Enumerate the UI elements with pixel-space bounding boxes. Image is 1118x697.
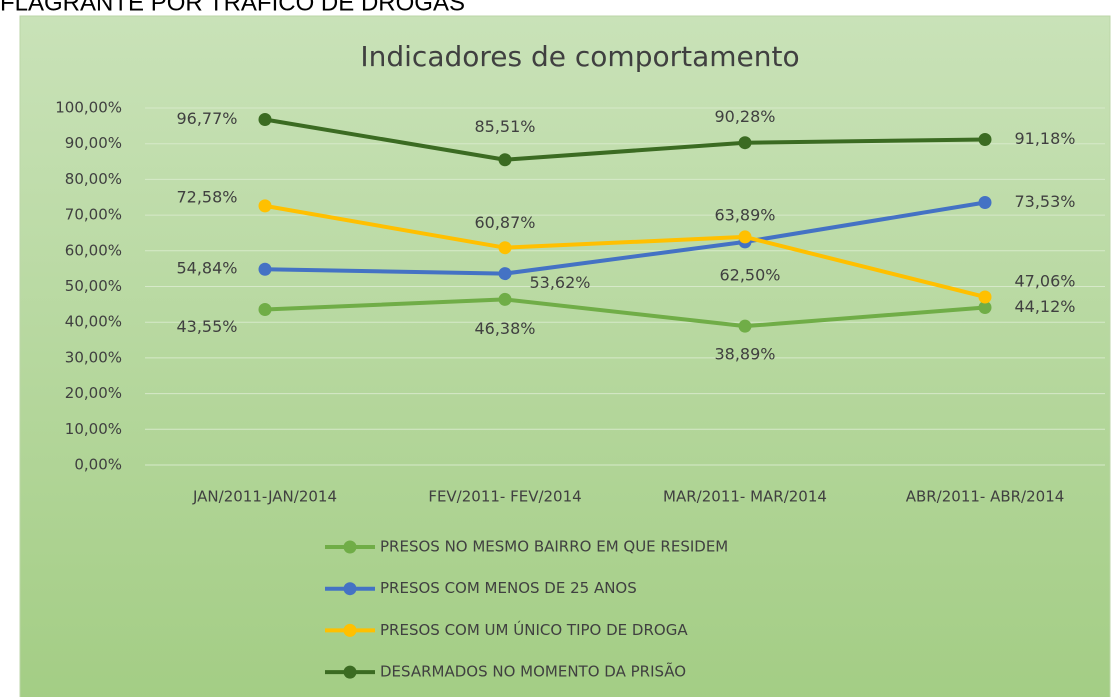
point bbox=[258, 262, 272, 276]
data-label: 85,51% bbox=[474, 117, 535, 136]
data-label: 47,06% bbox=[1014, 271, 1075, 290]
chart-title: Indicadores de comportamento bbox=[360, 40, 799, 73]
series-line bbox=[264, 117, 986, 162]
y-tick-label: 40,00% bbox=[65, 313, 122, 331]
legend-label: DESARMADOS NO MOMENTO DA PRISÃO bbox=[380, 662, 686, 681]
series-line bbox=[264, 200, 986, 276]
point bbox=[978, 195, 992, 209]
data-label: 96,77% bbox=[176, 109, 237, 128]
point bbox=[978, 290, 992, 304]
x-tick-label: ABR/2011- ABR/2014 bbox=[906, 488, 1065, 506]
point bbox=[738, 230, 752, 244]
data-label: 38,89% bbox=[714, 345, 775, 364]
data-label: 73,53% bbox=[1014, 192, 1075, 211]
point bbox=[258, 303, 272, 317]
point bbox=[258, 199, 272, 213]
data-label: 62,50% bbox=[719, 265, 780, 284]
chart-panel bbox=[19, 15, 1111, 697]
point bbox=[258, 113, 272, 127]
data-label: 46,38% bbox=[474, 319, 535, 338]
y-tick-label: 100,00% bbox=[55, 99, 122, 117]
series-line bbox=[264, 297, 986, 329]
point bbox=[498, 267, 512, 281]
legend-label: PRESOS COM MENOS DE 25 ANOS bbox=[380, 579, 637, 597]
data-label: 44,12% bbox=[1014, 297, 1075, 316]
legend-label: PRESOS NO MESMO BAIRRO EM QUE RESIDEM bbox=[380, 538, 728, 556]
legend-marker bbox=[343, 540, 357, 554]
series-line bbox=[264, 203, 986, 299]
y-tick-label: 50,00% bbox=[65, 277, 122, 295]
data-label: 53,62% bbox=[529, 273, 590, 292]
x-tick-label: JAN/2011-JAN/2014 bbox=[192, 488, 337, 506]
data-label: 72,58% bbox=[176, 187, 237, 206]
point bbox=[498, 292, 512, 306]
legend-marker bbox=[343, 582, 357, 596]
point bbox=[738, 136, 752, 150]
legend-label: PRESOS COM UM ÚNICO TIPO DE DROGA bbox=[380, 620, 688, 639]
y-tick-label: 10,00% bbox=[65, 420, 122, 438]
point bbox=[978, 300, 992, 314]
y-tick-label: 70,00% bbox=[65, 206, 122, 224]
y-tick-label: 0,00% bbox=[74, 456, 122, 474]
x-tick-label: FEV/2011- FEV/2014 bbox=[428, 488, 581, 506]
data-label: 60,87% bbox=[474, 213, 535, 232]
point bbox=[498, 241, 512, 255]
legend-marker bbox=[343, 665, 357, 679]
y-tick-label: 30,00% bbox=[65, 348, 122, 366]
y-tick-label: 60,00% bbox=[65, 241, 122, 259]
point bbox=[978, 132, 992, 146]
x-tick-label: MAR/2011- MAR/2014 bbox=[663, 488, 827, 506]
page-heading: FLAGRANTE POR TRÁFICO DE DROGAS bbox=[0, 0, 465, 16]
y-tick-label: 90,00% bbox=[65, 134, 122, 152]
data-label: 43,55% bbox=[176, 317, 237, 336]
y-tick-label: 20,00% bbox=[65, 384, 122, 402]
legend-marker bbox=[343, 623, 357, 637]
point bbox=[498, 153, 512, 167]
data-label: 90,28% bbox=[714, 107, 775, 126]
data-label: 91,18% bbox=[1014, 129, 1075, 148]
point bbox=[738, 319, 752, 333]
data-label: 63,89% bbox=[714, 205, 775, 224]
data-label: 54,84% bbox=[176, 259, 237, 278]
y-tick-label: 80,00% bbox=[65, 170, 122, 188]
